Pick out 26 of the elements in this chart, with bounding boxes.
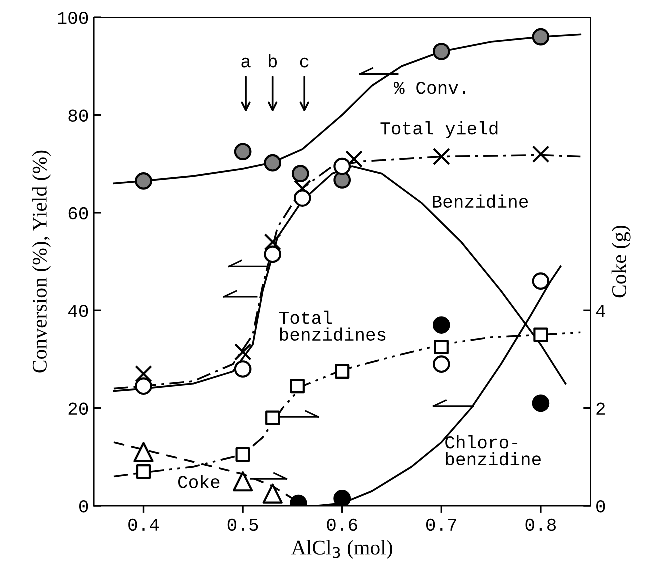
y2-tick-label: 4 (596, 305, 606, 318)
y-tick-label: 60 (68, 207, 88, 220)
annotation: Coke (178, 475, 220, 488)
annotation: Total benzidines (279, 310, 386, 342)
y-tick-label: 100 (58, 12, 88, 24)
x-tick-label: 0.5 (228, 518, 258, 532)
y-tick-label: 80 (68, 110, 88, 122)
y-tick-label: 20 (68, 402, 88, 416)
y2-tick-label: 2 (596, 402, 606, 415)
annotation: Total yield (380, 121, 498, 138)
x-tick-label: 0.4 (128, 518, 160, 532)
x-tick-label: 0.6 (327, 518, 358, 532)
x-axis-title: AlCl$_{3}$ (mol) (292, 540, 392, 560)
annotation: % Conv. (394, 82, 466, 94)
annotation: Chloro- benzidine (446, 435, 541, 466)
annotation: a (242, 58, 251, 68)
x-tick-label: 0.8 (526, 518, 556, 532)
y-tick-label: 40 (68, 305, 88, 318)
y-tick-label: 0 (80, 500, 88, 513)
x-tick-label: 0.7 (426, 518, 456, 532)
y-axis-title: Conversion (%), Yield (%) (32, 150, 52, 373)
annotation: Benzidine (433, 194, 528, 208)
annotation: c (300, 58, 309, 68)
annotation: b (269, 54, 278, 68)
y2-tick-label: 0 (596, 500, 606, 513)
y2-axis-title: Coke (g) (612, 226, 631, 298)
